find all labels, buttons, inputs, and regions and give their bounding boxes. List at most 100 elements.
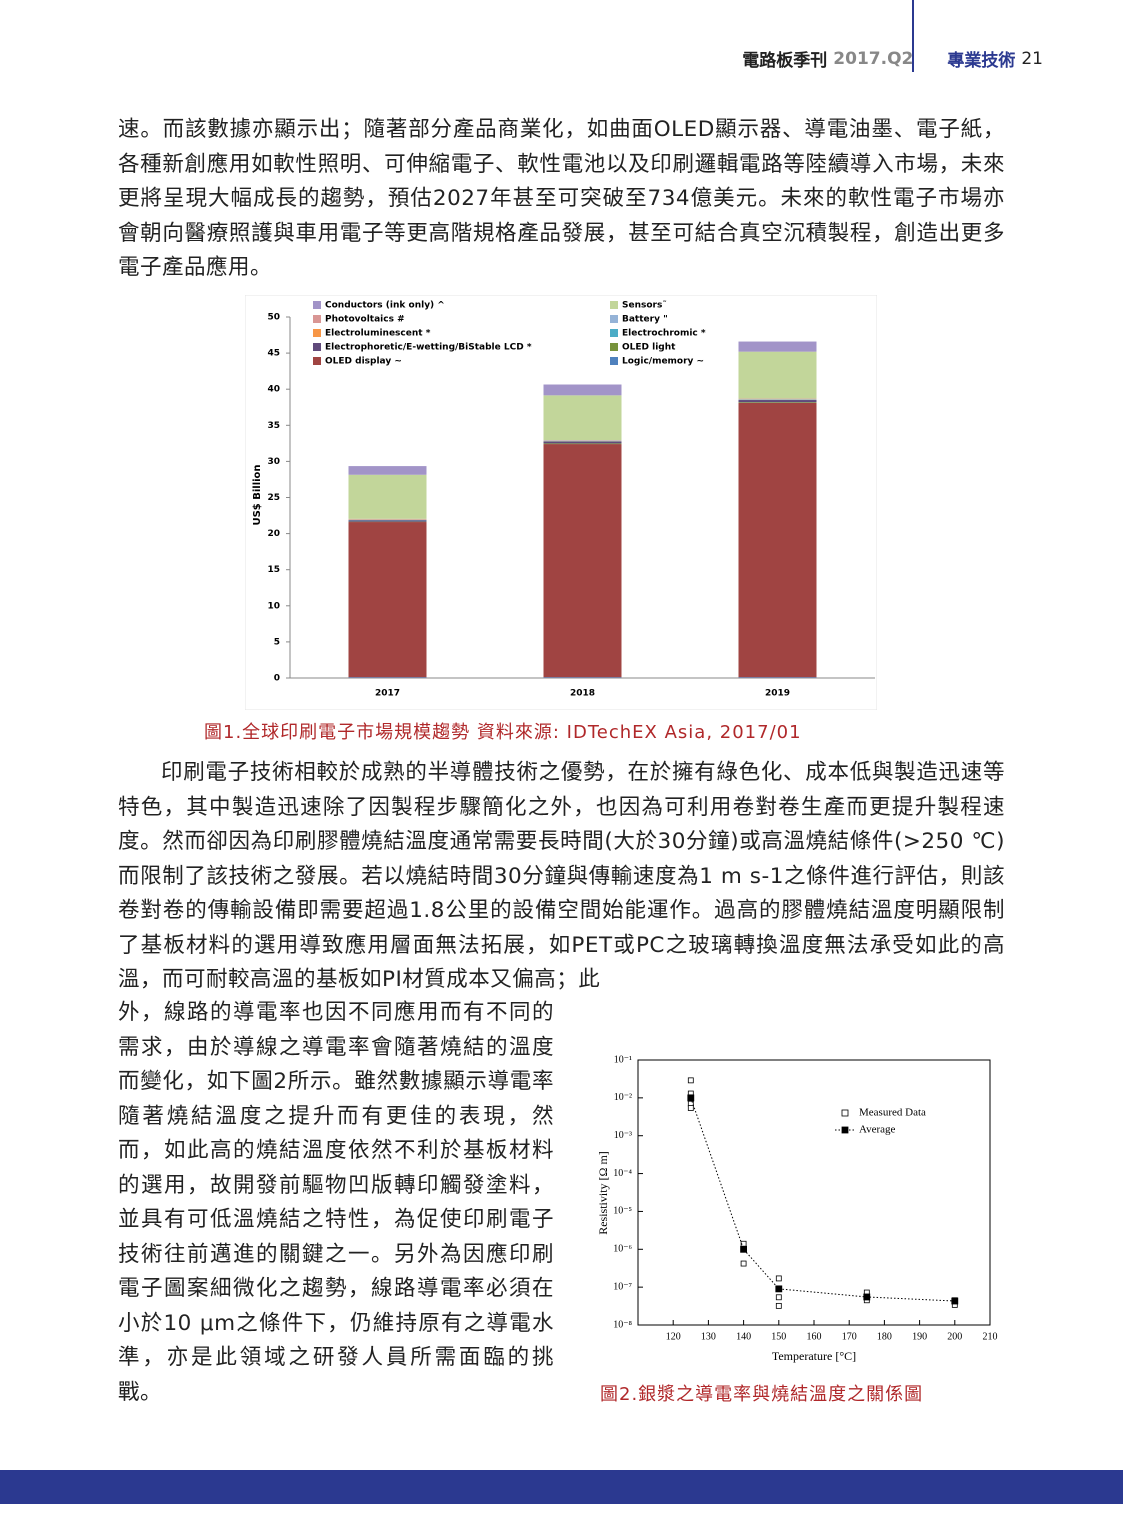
legend-swatch (313, 343, 321, 351)
legend-swatch (313, 315, 321, 323)
legend-swatch (610, 343, 618, 351)
y-tick-label: 10⁻² (614, 1092, 632, 1103)
y-axis-label: US$ Billion (252, 464, 263, 525)
x-tick-label: 2017 (375, 689, 400, 699)
y-tick-label: 25 (267, 493, 280, 503)
x-tick-label: 140 (736, 1331, 751, 1342)
y-tick-label: 15 (267, 565, 280, 575)
legend-label: Electroluminescent * (325, 329, 431, 339)
legend-marker (841, 1109, 849, 1117)
bar-segment (543, 444, 622, 678)
legend-label: Average (859, 1124, 896, 1136)
bar-segment (738, 402, 817, 678)
x-tick-label: 120 (666, 1331, 681, 1342)
x-tick-label: 150 (771, 1331, 786, 1342)
bar-chart: US$ Billion 0 5 10 15 20 25 30 35 40 45 50 2017 2018… (245, 295, 877, 710)
y-axis-label: Resistivity [Ω m] (596, 1151, 610, 1235)
y-tick-label: 10⁻⁸ (613, 1319, 632, 1330)
scatter-chart: Resistivity [Ω m] Temperature [°C] 10⁻⁸ 1… (596, 1054, 998, 1363)
y-tick-label: 40 (267, 385, 280, 395)
y-tick-label: 10⁻⁶ (613, 1244, 632, 1255)
bar-segment (348, 520, 427, 522)
data-point (775, 1302, 782, 1309)
y-tick-label: 10⁻⁴ (613, 1168, 632, 1179)
bar-segment (738, 400, 817, 403)
data-point (687, 1077, 694, 1084)
data-point (775, 1294, 782, 1301)
paragraph: 外，線路的導電率也因不同應用而有不同的需求，由於導線之導電率會隨著燒結的溫度而變… (118, 1000, 554, 1405)
bar-segment (738, 402, 817, 403)
x-tick-label: 170 (842, 1331, 857, 1342)
issue: 2017.Q2 (833, 48, 914, 69)
footer-bar (0, 1470, 1123, 1504)
y-tick-label: 10⁻¹ (614, 1054, 632, 1065)
bar-segment (348, 466, 427, 475)
legend-label: Measured Data (859, 1107, 926, 1119)
legend-label: Battery " (622, 315, 668, 325)
legend-swatch (313, 301, 321, 309)
x-tick-label: 2019 (765, 689, 790, 699)
bar-segment (348, 522, 427, 678)
x-tick-label: 190 (912, 1331, 927, 1342)
paragraph: 印刷電子技術相較於成熟的半導體技術之優勢，在於擁有綠色化、成本低與製造迅速等特色… (118, 760, 1005, 992)
bar-segment (348, 677, 427, 678)
data-point (687, 1094, 695, 1102)
average-line (690, 1097, 955, 1302)
y-tick-label: 10⁻⁵ (613, 1206, 632, 1217)
legend-swatch (610, 301, 618, 309)
x-tick-label: 2018 (570, 689, 595, 699)
y-tick-label: 45 (267, 349, 280, 359)
data-point (740, 1245, 748, 1253)
legend-label: Electrochromic * (622, 329, 706, 339)
bar-segment (543, 395, 622, 441)
y-tick-label: 30 (267, 457, 280, 467)
page-number: 21 (1021, 48, 1043, 69)
y-tick-label: 20 (267, 529, 280, 539)
y-tick-label: 0 (274, 674, 280, 684)
figure-caption: 圖2.銀漿之導電率與燒結溫度之關係圖 (600, 1384, 924, 1405)
data-point (951, 1297, 959, 1305)
y-tick-label: 10⁻³ (614, 1130, 632, 1141)
bar-segment (348, 474, 427, 519)
legend-swatch (610, 357, 618, 365)
legend-marker (841, 1126, 849, 1134)
legend-label: Electrophoretic/E-wetting/BiStable LCD * (325, 343, 532, 353)
legend-swatch (610, 315, 618, 323)
bar-segment (543, 677, 622, 678)
x-tick-label: 210 (983, 1331, 998, 1342)
x-tick-label: 160 (807, 1331, 822, 1342)
data-point (863, 1293, 871, 1301)
x-axis-label: Temperature [°C] (772, 1349, 856, 1363)
data-point (740, 1260, 747, 1267)
bar-segment (738, 677, 817, 678)
legend-swatch (313, 357, 321, 365)
bar-segment (738, 351, 817, 399)
journal: 電路板季刊 (742, 51, 828, 71)
data-point (687, 1105, 694, 1111)
paragraph: 速。而該數據亦顯示出；隨著部分產品商業化，如曲面OLED顯示器、導電油墨、電子紙… (118, 117, 1005, 280)
bar-segment (543, 384, 622, 396)
header: 電路板季刊 2017.Q2 專業技術 21 (742, 46, 1043, 72)
y-tick-label: 5 (274, 637, 280, 647)
figure-caption: 圖1.全球印刷電子市場規模趨勢 資料來源: IDTechEX Asia, 201… (204, 722, 802, 743)
x-tick-label: 200 (947, 1331, 962, 1342)
y-tick-label: 10⁻⁷ (613, 1281, 632, 1292)
bar-segment (738, 341, 817, 352)
bar-segment (543, 443, 622, 445)
x-tick-label: 180 (877, 1331, 892, 1342)
legend-label: OLED light (622, 343, 676, 353)
data-point (775, 1285, 783, 1293)
legend-label: Conductors (ink only) ^ (325, 301, 445, 311)
legend-label: Sensors˜ (622, 300, 667, 311)
legend-label: Photovoltaics # (325, 315, 405, 325)
legend-label: Logic/memory ~ (622, 357, 704, 367)
bar-segment (543, 441, 622, 444)
y-tick-label: 10 (267, 601, 280, 611)
y-tick-label: 50 (267, 313, 280, 323)
data-point (775, 1275, 782, 1282)
x-tick-label: 130 (701, 1331, 716, 1342)
legend-label: OLED display ~ (325, 357, 402, 367)
legend-swatch (313, 329, 321, 337)
y-tick-label: 35 (267, 421, 280, 431)
